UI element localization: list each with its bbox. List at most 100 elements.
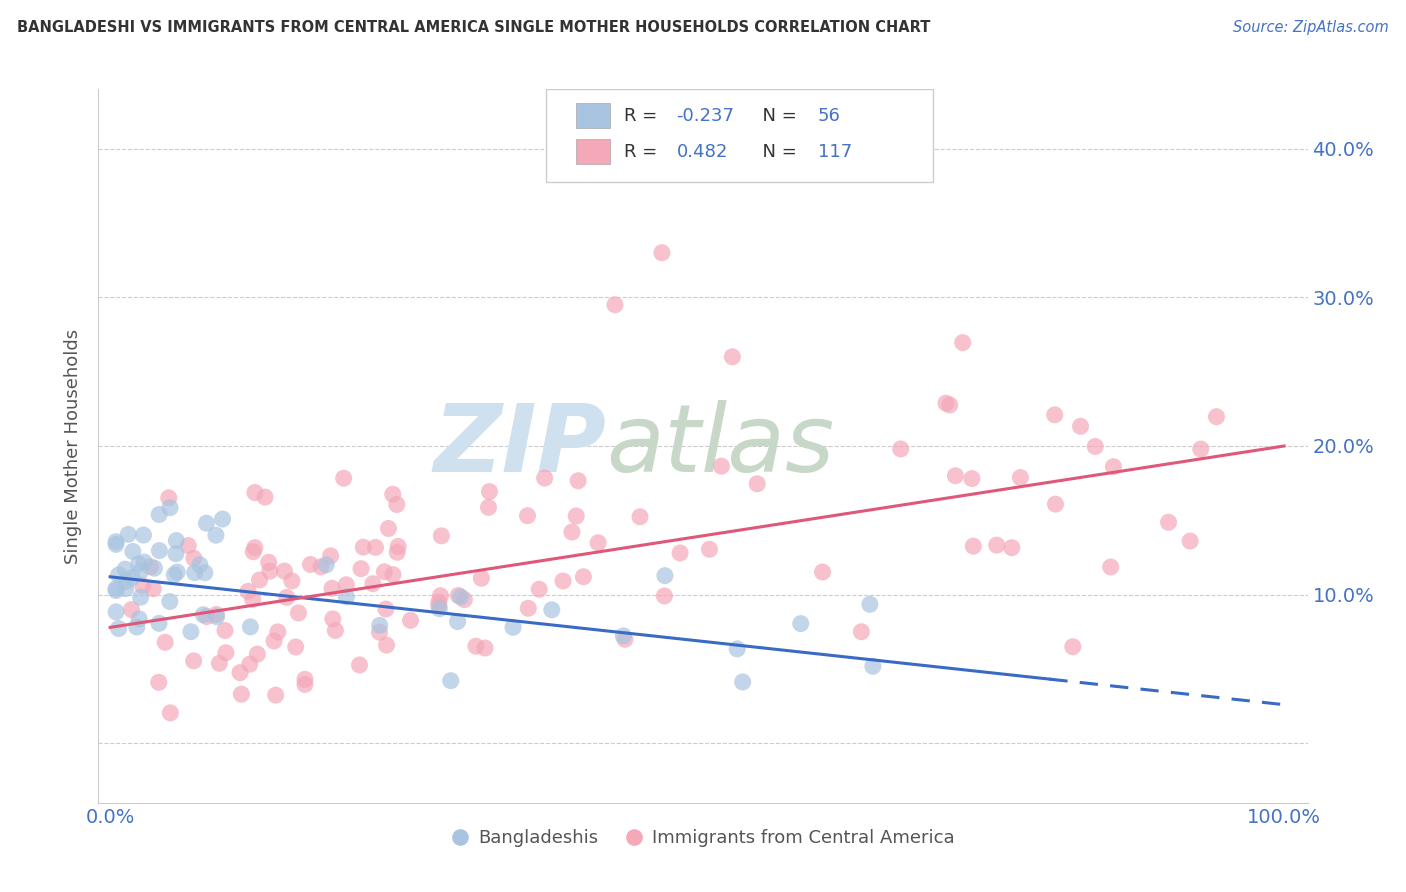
Point	[1178, 534, 1201, 549]
Point	[115, 574, 138, 589]
Point	[440, 673, 463, 688]
Point	[399, 613, 422, 627]
Point	[1084, 440, 1107, 454]
Point	[453, 592, 475, 607]
Point	[551, 574, 574, 588]
Point	[935, 396, 957, 410]
Point	[373, 565, 395, 579]
Point	[1001, 541, 1024, 555]
Point	[325, 624, 347, 638]
Point	[166, 565, 188, 579]
Point	[517, 601, 540, 615]
Point	[427, 601, 450, 615]
Point	[215, 646, 238, 660]
Point	[859, 598, 882, 612]
Point	[527, 582, 550, 597]
Point	[129, 591, 152, 605]
Point	[159, 706, 181, 720]
Point	[862, 659, 884, 673]
Y-axis label: Single Mother Households: Single Mother Households	[65, 328, 83, 564]
Point	[205, 609, 228, 624]
Point	[427, 599, 450, 613]
Point	[375, 638, 398, 652]
Point	[1010, 470, 1032, 484]
Point	[567, 474, 589, 488]
Legend: Bangladeshis, Immigrants from Central America: Bangladeshis, Immigrants from Central Am…	[444, 822, 962, 855]
Text: 117: 117	[818, 143, 852, 161]
Point	[669, 546, 692, 560]
Point	[851, 624, 873, 639]
Point	[540, 603, 562, 617]
Point	[1099, 560, 1122, 574]
Point	[211, 512, 233, 526]
Point	[188, 558, 211, 572]
Point	[242, 545, 264, 559]
Point	[361, 576, 384, 591]
Point	[157, 491, 180, 505]
Point	[263, 634, 285, 648]
Point	[986, 538, 1008, 552]
Point	[193, 607, 215, 622]
Point	[132, 579, 155, 593]
Point	[143, 561, 166, 575]
Point	[725, 641, 748, 656]
Point	[195, 516, 218, 531]
Point	[229, 665, 252, 680]
Text: atlas: atlas	[606, 401, 835, 491]
Point	[387, 540, 409, 554]
Point	[165, 533, 187, 548]
Text: Source: ZipAtlas.com: Source: ZipAtlas.com	[1233, 20, 1389, 35]
Point	[890, 442, 912, 456]
Point	[105, 583, 128, 598]
Point	[628, 509, 651, 524]
Point	[603, 298, 626, 312]
Point	[350, 562, 373, 576]
Point	[710, 459, 733, 474]
Point	[651, 245, 673, 260]
Bar	[576, 103, 610, 128]
Point	[952, 335, 974, 350]
Point	[349, 657, 371, 672]
Point	[721, 350, 744, 364]
Point	[1189, 442, 1212, 456]
Point	[960, 472, 983, 486]
Point	[243, 541, 266, 555]
Point	[267, 624, 290, 639]
Point	[128, 557, 150, 571]
Point	[148, 616, 170, 631]
Point	[242, 592, 264, 607]
Point	[231, 687, 253, 701]
Point	[352, 540, 374, 554]
Point	[214, 624, 236, 638]
Point	[117, 527, 139, 541]
Point	[276, 591, 298, 605]
Point	[1045, 497, 1067, 511]
Text: R =: R =	[624, 143, 664, 161]
Point	[139, 559, 162, 574]
Text: 56: 56	[818, 107, 841, 125]
Point	[239, 657, 262, 672]
Point	[1043, 408, 1066, 422]
Point	[246, 647, 269, 661]
Point	[502, 620, 524, 634]
Point	[165, 547, 187, 561]
Bar	[576, 139, 610, 164]
Point	[474, 641, 496, 656]
Point	[790, 616, 813, 631]
Point	[273, 564, 295, 578]
Point	[205, 607, 228, 622]
Text: -0.237: -0.237	[676, 107, 734, 125]
Point	[477, 500, 499, 515]
Point	[533, 471, 555, 485]
Text: 0.482: 0.482	[676, 143, 728, 161]
Point	[516, 508, 538, 523]
Point	[239, 620, 262, 634]
Point	[129, 565, 152, 579]
Point	[654, 568, 676, 582]
Point	[105, 605, 128, 619]
Point	[381, 487, 404, 501]
Point	[121, 602, 143, 616]
Point	[335, 590, 357, 604]
Point	[253, 490, 276, 504]
Point	[243, 485, 266, 500]
